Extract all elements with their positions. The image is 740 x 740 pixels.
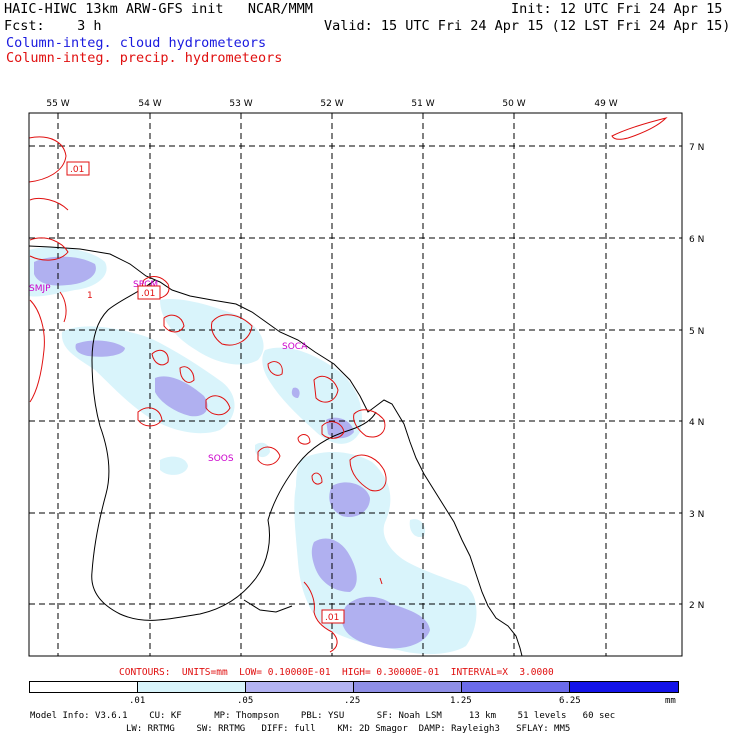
longitude-labels: 55 W 54 W 53 W 52 W 51 W 50 W 49 W [46, 99, 617, 109]
lon-label: 53 W [229, 99, 252, 109]
lat-lon-grid [29, 113, 682, 656]
lon-label: 55 W [46, 99, 69, 109]
station-smjp: SMJP [29, 284, 51, 294]
precip-contours [29, 117, 668, 653]
lon-label: 52 W [320, 99, 343, 109]
forecast-hour: Fcst: 3 h [4, 18, 102, 34]
map-title: HAIC-HIWC 13km ARW-GFS init NCAR/MMM [4, 1, 313, 17]
contour-label: .01 [325, 613, 339, 623]
legend-cloud-label: Column-integ. cloud hydrometeors [6, 35, 267, 51]
colorbar-swatch [245, 681, 354, 693]
lon-label: 54 W [138, 99, 161, 109]
colorbar-swatch [137, 681, 246, 693]
init-time: Init: 12 UTC Fri 24 Apr 15 [511, 1, 723, 17]
lat-label: 4 N [689, 418, 704, 428]
colorbar-label: .05 [237, 696, 254, 706]
lat-label: 6 N [689, 235, 704, 245]
colorbar-swatch [461, 681, 570, 693]
contours-note: CONTOURS: UNITS=mm LOW= 0.10000E-01 HIGH… [119, 667, 554, 678]
colorbar-swatch [353, 681, 462, 693]
station-labels: SMJP SPCM SOCA SOOS [29, 280, 308, 464]
contour-label: .01 [141, 289, 155, 299]
colorbar-unit: mm [665, 696, 676, 706]
colorbar-label: 1.25 [450, 696, 472, 706]
map-frame [28, 112, 683, 657]
colorbar-label: .01 [129, 696, 146, 706]
station-spcm: SPCM [133, 280, 158, 290]
station-soos: SOOS [208, 454, 234, 464]
colorbar-swatch [29, 681, 138, 693]
coastline-borders [29, 245, 523, 656]
lat-label: 7 N [689, 143, 704, 153]
valid-time: Valid: 15 UTC Fri 24 Apr 15 (12 LST Fri … [324, 18, 731, 34]
lat-label: 2 N [689, 601, 704, 611]
colorbar-label: 6.25 [559, 696, 581, 706]
legend-precip-label: Column-integ. precip. hydrometeors [6, 50, 283, 66]
colorbar-swatch [569, 681, 679, 693]
colorbar-label: .25 [344, 696, 361, 706]
lat-label: 3 N [689, 510, 704, 520]
lon-label: 51 W [411, 99, 434, 109]
model-info-line2: LW: RRTMG SW: RRTMG DIFF: full KM: 2D Sm… [126, 724, 571, 734]
contour-value-labels: .01 .01 .01 1 [66, 161, 345, 624]
lat-label: 5 N [689, 327, 704, 337]
contour-label: .01 [70, 165, 84, 175]
lon-label: 50 W [502, 99, 525, 109]
model-info-line1: Model Info: V3.6.1 CU: KF MP: Thompson P… [30, 711, 616, 721]
station-soca: SOCA [282, 342, 308, 352]
cloud-fill-medium [34, 256, 430, 649]
lon-label: 49 W [594, 99, 617, 109]
latitude-labels: 7 N 6 N 5 N 4 N 3 N 2 N [689, 143, 704, 611]
contour-label-extra: 1 [87, 291, 93, 301]
